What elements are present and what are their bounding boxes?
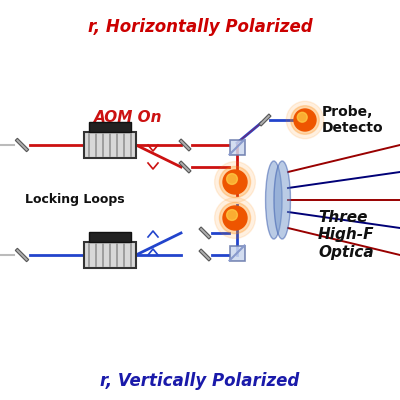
Polygon shape xyxy=(199,249,211,261)
Circle shape xyxy=(297,112,307,122)
Text: r, Horizontally Polarized: r, Horizontally Polarized xyxy=(88,18,312,36)
Circle shape xyxy=(214,198,256,238)
FancyBboxPatch shape xyxy=(89,232,131,242)
Polygon shape xyxy=(15,138,29,152)
Circle shape xyxy=(294,109,316,131)
Text: r, Vertically Polarized: r, Vertically Polarized xyxy=(100,372,300,390)
FancyBboxPatch shape xyxy=(89,122,131,132)
Polygon shape xyxy=(179,161,191,173)
Circle shape xyxy=(219,202,250,234)
Text: Locking Loops: Locking Loops xyxy=(25,194,125,206)
Polygon shape xyxy=(15,248,29,262)
Polygon shape xyxy=(179,139,191,151)
Ellipse shape xyxy=(274,161,290,239)
Circle shape xyxy=(286,101,324,139)
Text: Probe,
Detecto: Probe, Detecto xyxy=(322,105,384,135)
Bar xyxy=(230,246,244,260)
Circle shape xyxy=(214,162,256,202)
Text: AOM On: AOM On xyxy=(94,110,162,125)
Ellipse shape xyxy=(266,161,282,239)
Text: Three
High-F
Optica: Three High-F Optica xyxy=(318,210,374,260)
Circle shape xyxy=(223,170,247,194)
Polygon shape xyxy=(199,227,211,239)
Circle shape xyxy=(226,174,238,184)
Polygon shape xyxy=(259,114,271,126)
FancyBboxPatch shape xyxy=(84,132,136,158)
Circle shape xyxy=(223,206,247,230)
Circle shape xyxy=(291,106,319,134)
Circle shape xyxy=(226,210,238,220)
Bar xyxy=(230,140,244,154)
FancyBboxPatch shape xyxy=(84,242,136,268)
Circle shape xyxy=(219,166,250,198)
